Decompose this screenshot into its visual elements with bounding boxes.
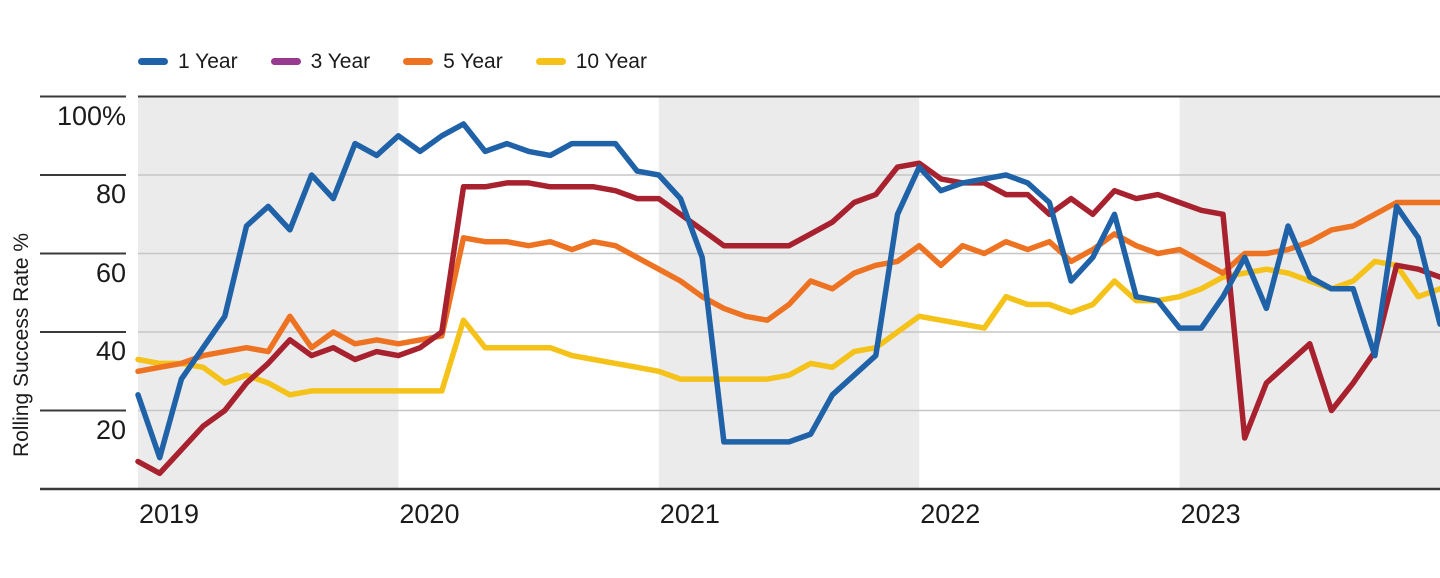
series-line-10-year xyxy=(135,258,1440,398)
x-tick-label-2022: 2022 xyxy=(920,499,981,529)
legend-label-3-year: 3 Year xyxy=(310,50,371,73)
y-tick-label-80: 80 xyxy=(95,179,126,209)
legend-label-1-year: 1 Year xyxy=(178,50,238,73)
legend-item-10-year: 10 Year xyxy=(535,50,647,73)
legend-item-5-year: 5 Year xyxy=(403,50,503,72)
y-tick-label-60: 60 xyxy=(95,257,126,288)
legend-swatch-10-year-icon xyxy=(535,57,566,65)
y-tick-label-40: 40 xyxy=(95,336,126,366)
x-tick-label-2021: 2021 xyxy=(659,499,720,529)
x-tick-label-2023: 2023 xyxy=(1180,499,1241,529)
year-band-2021 xyxy=(658,96,920,489)
x-tick-label-2019: 2019 xyxy=(139,499,200,529)
y-axis-title: Rolling Success Rate % xyxy=(10,232,33,458)
y-tick-label-100: 100% xyxy=(56,100,126,131)
legend-swatch-3-year-icon xyxy=(270,57,301,65)
series-line-3-year xyxy=(135,160,1440,477)
legend-swatch-1-year-icon xyxy=(138,57,168,65)
year-band-2019 xyxy=(138,96,399,489)
legend-label-10-year: 10 Year xyxy=(575,50,647,73)
legend-label-5-year: 5 Year xyxy=(443,50,503,73)
series-line-1-year xyxy=(135,121,1440,461)
year-band-2023 xyxy=(1179,96,1440,489)
series-line-5-year xyxy=(135,199,1440,375)
x-tick-label-2020: 2020 xyxy=(399,499,460,529)
legend-item-3-year: 3 Year xyxy=(270,50,371,73)
legend-swatch-5-year-icon xyxy=(403,57,434,65)
chart-legend: 1 Year 3 Year 5 Year 10 Year xyxy=(138,50,647,72)
legend-item-1-year: 1 Year xyxy=(138,50,238,72)
y-tick-label-20: 20 xyxy=(95,414,126,445)
